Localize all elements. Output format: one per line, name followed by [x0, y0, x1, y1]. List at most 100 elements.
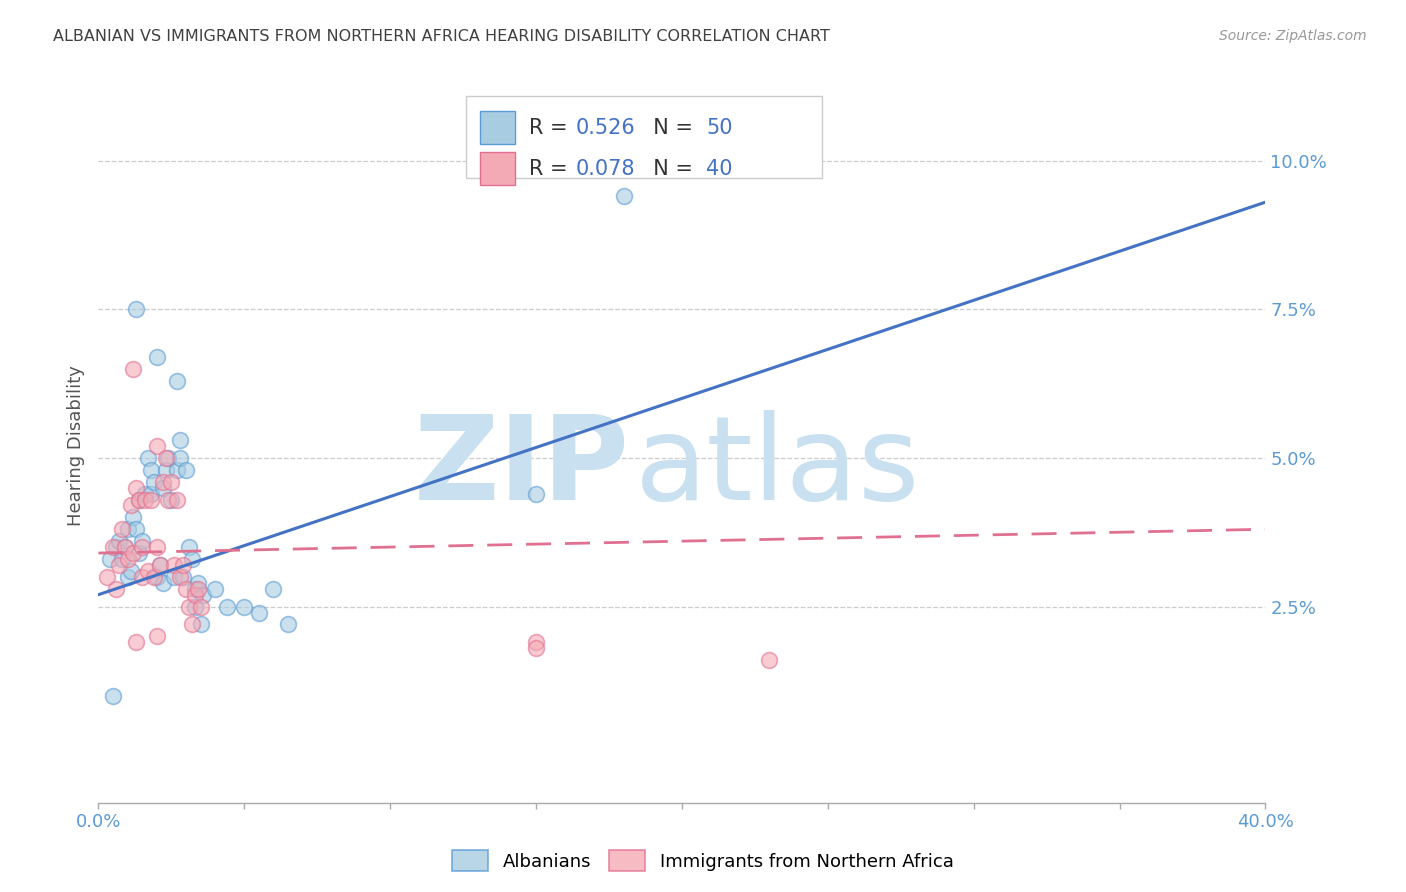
Point [152, 575, 174, 590]
Point [114, 540, 136, 554]
Point [125, 481, 148, 495]
Point [136, 450, 159, 465]
Point [183, 599, 205, 614]
Point [277, 617, 299, 632]
Point [134, 486, 156, 500]
Point [174, 463, 197, 477]
Text: ZIP: ZIP [413, 410, 630, 524]
Point [172, 558, 194, 572]
Point [120, 564, 142, 578]
Point [172, 570, 194, 584]
Point [215, 599, 238, 614]
Point [166, 374, 188, 388]
Point [193, 588, 215, 602]
Point [174, 582, 197, 596]
Point [204, 582, 226, 596]
Point [146, 439, 169, 453]
Point [108, 534, 131, 549]
Text: N =: N = [640, 118, 700, 137]
Text: R =: R = [529, 118, 574, 137]
FancyBboxPatch shape [479, 153, 515, 185]
Point [146, 540, 169, 554]
Point [149, 558, 172, 572]
Text: 0.078: 0.078 [575, 159, 636, 178]
Text: ALBANIAN VS IMMIGRANTS FROM NORTHERN AFRICA HEARING DISABILITY CORRELATION CHART: ALBANIAN VS IMMIGRANTS FROM NORTHERN AFR… [53, 29, 831, 44]
Point [142, 570, 165, 584]
Point [128, 546, 150, 560]
Point [125, 522, 148, 536]
Point [262, 582, 284, 596]
Point [120, 499, 142, 513]
Point [111, 552, 134, 566]
Point [160, 475, 183, 489]
Point [169, 450, 191, 465]
Point [524, 635, 547, 649]
Point [180, 617, 202, 632]
Point [122, 546, 145, 560]
Point [98, 552, 121, 566]
Point [152, 475, 174, 489]
Point [117, 552, 139, 566]
Point [125, 302, 148, 317]
Text: 40: 40 [706, 159, 733, 178]
Point [169, 570, 191, 584]
Point [122, 361, 145, 376]
Text: 50: 50 [706, 118, 733, 137]
Y-axis label: Hearing Disability: Hearing Disability [66, 366, 84, 526]
Point [131, 540, 153, 554]
Point [190, 599, 212, 614]
Text: R =: R = [529, 159, 574, 178]
Point [183, 588, 205, 602]
Point [187, 582, 209, 596]
Point [128, 492, 150, 507]
Point [134, 492, 156, 507]
Point [142, 475, 165, 489]
Point [131, 534, 153, 549]
Point [96, 570, 118, 584]
Legend: Albanians, Immigrants from Northern Africa: Albanians, Immigrants from Northern Afri… [446, 843, 960, 879]
Point [139, 492, 162, 507]
Point [157, 492, 180, 507]
Point [166, 463, 188, 477]
Point [104, 540, 127, 554]
Point [157, 450, 180, 465]
Point [117, 522, 139, 536]
Point [163, 570, 186, 584]
Point [180, 552, 202, 566]
Point [233, 599, 256, 614]
Point [114, 540, 136, 554]
Point [111, 522, 134, 536]
Point [101, 540, 124, 554]
Point [612, 189, 634, 203]
Point [758, 653, 780, 667]
Point [101, 689, 124, 703]
Text: 0.526: 0.526 [575, 118, 636, 137]
Point [149, 558, 172, 572]
Point [139, 486, 162, 500]
Point [122, 510, 145, 524]
FancyBboxPatch shape [479, 112, 515, 144]
Point [183, 582, 205, 596]
Text: atlas: atlas [636, 410, 921, 524]
Point [152, 481, 174, 495]
Point [177, 599, 200, 614]
Point [117, 570, 139, 584]
Text: N =: N = [640, 159, 700, 178]
Point [524, 641, 547, 656]
Point [524, 486, 547, 500]
Point [155, 450, 177, 465]
Point [108, 558, 131, 572]
Point [190, 617, 212, 632]
Point [104, 582, 127, 596]
Point [247, 606, 270, 620]
Point [177, 540, 200, 554]
Point [128, 492, 150, 507]
Point [131, 570, 153, 584]
Point [139, 463, 162, 477]
Point [155, 463, 177, 477]
Point [125, 635, 148, 649]
Point [169, 433, 191, 447]
Point [136, 564, 159, 578]
Point [160, 492, 183, 507]
Point [146, 350, 169, 364]
